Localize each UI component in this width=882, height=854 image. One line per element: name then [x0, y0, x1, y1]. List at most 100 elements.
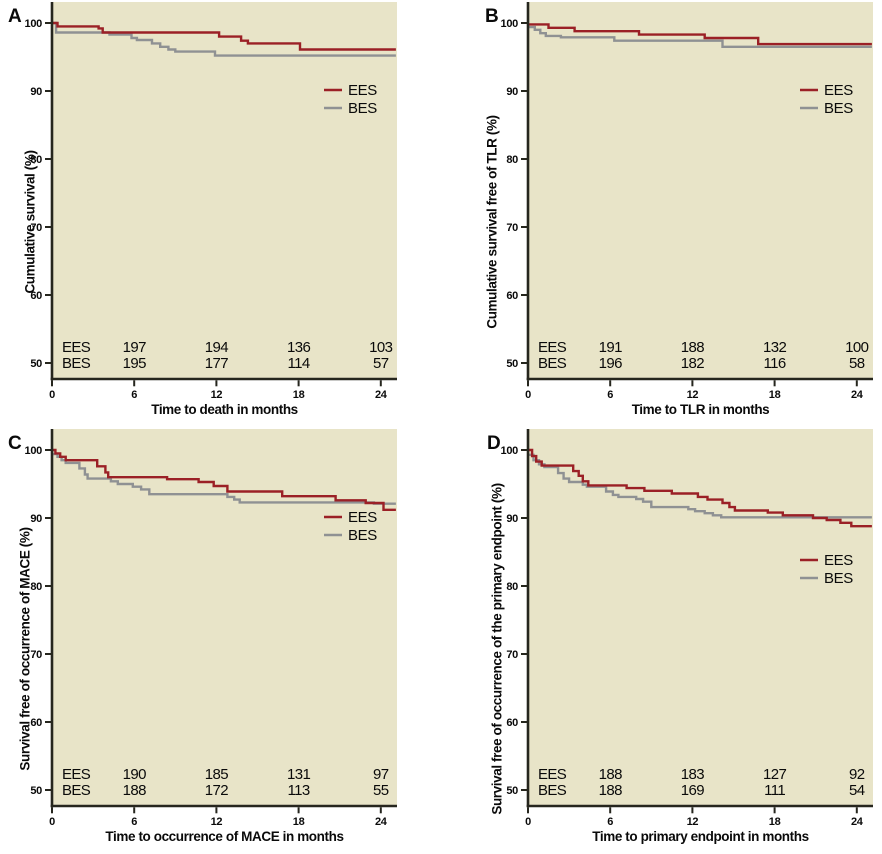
panel-a-letter: A [8, 6, 22, 27]
at-risk-value-bes-b: 182 [681, 355, 704, 372]
panel-c-y-axis-label: Survival free of occurrence of MACE (%) [17, 527, 33, 771]
at-risk-value-bes-d: 54 [849, 782, 865, 799]
x-tick-label-b: 24 [851, 389, 864, 401]
survival-curve-ees-c [52, 448, 396, 511]
x-tick-label-b: 12 [687, 389, 699, 401]
x-tick-label-d: 6 [607, 816, 613, 828]
at-risk-row-label-ees-d: EES [538, 766, 567, 783]
panel-b-y-axis-label: Cumulative survival free of TLR (%) [484, 115, 500, 329]
plot-area-background-c [52, 429, 397, 806]
y-tick-label-a: 90 [30, 86, 42, 98]
legend-label-ees-d: EES [824, 552, 853, 569]
survival-curve-ees-b [528, 23, 872, 46]
y-tick-label-b: 80 [506, 154, 518, 166]
at-risk-value-ees-b: 191 [599, 339, 622, 356]
at-risk-row-label-bes-a: BES [62, 355, 91, 372]
at-risk-value-bes-c: 55 [373, 782, 389, 799]
y-tick-label-b: 50 [506, 358, 518, 370]
x-tick-label-b: 6 [607, 389, 613, 401]
at-risk-value-bes-b: 58 [849, 355, 865, 372]
y-tick-label-a: 60 [30, 290, 42, 302]
y-tick-label-c: 80 [30, 581, 42, 593]
at-risk-value-ees-b: 132 [763, 339, 786, 356]
panel-b: 50 60 70 80 90 100 0 6 12 18 24 EES BES EES 191 188 132 1… [441, 0, 882, 427]
at-risk-row-label-bes-d: BES [538, 782, 567, 799]
y-tick-label-c: 100 [25, 445, 43, 457]
y-tick-label-c: 50 [30, 785, 42, 797]
at-risk-value-ees-d: 127 [763, 766, 786, 783]
panel-b-x-axis-label: Time to TLR in months [631, 402, 770, 417]
x-tick-label-d: 0 [525, 816, 531, 828]
at-risk-value-bes-c: 172 [205, 782, 228, 799]
x-tick-label-c: 18 [293, 816, 305, 828]
at-risk-value-bes-a: 177 [205, 355, 228, 372]
plot-area-background-d [528, 429, 873, 806]
y-tick-label-d: 70 [506, 649, 518, 661]
at-risk-value-ees-d: 92 [849, 766, 865, 783]
panel-d-letter: D [487, 433, 501, 454]
legend-label-ees-a: EES [348, 82, 377, 99]
x-tick-label-a: 0 [49, 389, 55, 401]
at-risk-value-ees-b: 188 [681, 339, 704, 356]
at-risk-value-ees-d: 188 [599, 766, 622, 783]
survival-curve-ees-d [528, 448, 872, 528]
at-risk-value-bes-d: 188 [599, 782, 622, 799]
x-tick-label-b: 0 [525, 389, 531, 401]
at-risk-value-bes-a: 57 [373, 355, 389, 372]
at-risk-value-bes-d: 169 [681, 782, 704, 799]
y-tick-label-b: 70 [506, 222, 518, 234]
legend-label-ees-c: EES [348, 509, 377, 526]
at-risk-value-ees-a: 103 [369, 339, 392, 356]
x-tick-label-c: 12 [211, 816, 223, 828]
panel-d: 50 60 70 80 90 100 0 6 12 18 24 EES BES EES 188 183 127 9… [441, 427, 882, 854]
survival-curve-ees-a [52, 21, 396, 51]
y-tick-label-a: 100 [25, 18, 43, 30]
y-tick-label-a: 50 [30, 358, 42, 370]
panel-c-x-axis-label: Time to occurrence of MACE in months [105, 829, 344, 844]
y-tick-label-d: 100 [501, 445, 519, 457]
panel-d-x-axis-label: Time to primary endpoint in months [592, 829, 809, 844]
legend-label-ees-b: EES [824, 82, 853, 99]
panel-a-x-axis-label: Time to death in months [151, 402, 298, 417]
x-tick-label-c: 0 [49, 816, 55, 828]
x-tick-label-c: 24 [375, 816, 388, 828]
legend-label-bes-d: BES [824, 570, 853, 587]
y-tick-label-d: 80 [506, 581, 518, 593]
at-risk-row-label-ees-b: EES [538, 339, 567, 356]
at-risk-value-ees-a: 197 [123, 339, 146, 356]
x-tick-label-a: 12 [211, 389, 223, 401]
y-tick-label-c: 90 [30, 513, 42, 525]
at-risk-value-ees-c: 97 [373, 766, 389, 783]
y-tick-label-c: 70 [30, 649, 42, 661]
at-risk-value-ees-c: 185 [205, 766, 228, 783]
survival-curve-bes-d [528, 453, 872, 519]
at-risk-value-ees-c: 190 [123, 766, 146, 783]
y-tick-label-b: 90 [506, 86, 518, 98]
at-risk-value-ees-a: 136 [287, 339, 310, 356]
panel-d-y-axis-label: Survival free of occurrence of the prima… [489, 483, 505, 815]
at-risk-value-ees-b: 100 [845, 339, 868, 356]
legend-label-bes-b: BES [824, 100, 853, 117]
at-risk-value-ees-c: 131 [287, 766, 310, 783]
at-risk-value-bes-b: 116 [764, 355, 786, 372]
at-risk-value-ees-d: 183 [681, 766, 704, 783]
y-tick-label-c: 60 [30, 717, 42, 729]
at-risk-value-bes-d: 111 [764, 782, 785, 799]
panel-a-y-axis-label: Cumulative survival (%) [22, 150, 38, 294]
x-tick-label-a: 18 [293, 389, 305, 401]
panel-c-letter: C [8, 433, 22, 454]
at-risk-value-bes-c: 113 [288, 782, 310, 799]
legend-label-bes-a: BES [348, 100, 377, 117]
y-tick-label-d: 50 [506, 785, 518, 797]
y-tick-label-d: 60 [506, 717, 518, 729]
panel-b-letter: B [485, 6, 499, 27]
x-tick-label-d: 12 [687, 816, 699, 828]
panel-c: 50 60 70 80 90 100 0 6 12 18 24 EES BES EES 190 185 131 9… [0, 427, 441, 854]
legend-label-bes-c: BES [348, 527, 377, 544]
x-tick-label-a: 24 [375, 389, 388, 401]
at-risk-row-label-ees-c: EES [62, 766, 91, 783]
